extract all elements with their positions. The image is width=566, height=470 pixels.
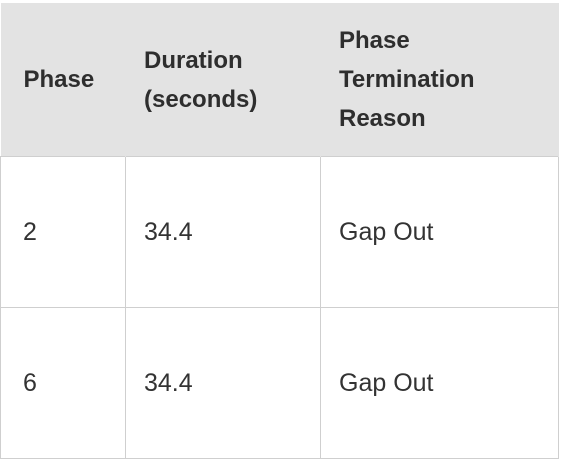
header-phase: Phase xyxy=(0,3,126,157)
cell-termination-reason: Gap Out xyxy=(320,156,559,308)
table-header: Phase Duration (seconds) Phase Terminati… xyxy=(0,3,559,157)
phase-table-container: Phase Duration (seconds) Phase Terminati… xyxy=(0,3,559,459)
cell-duration: 34.4 xyxy=(125,307,321,459)
table-row: 6 34.4 Gap Out xyxy=(0,307,559,459)
header-reason-line-1: Phase xyxy=(339,27,410,54)
cell-phase: 2 xyxy=(0,156,126,308)
header-duration: Duration (seconds) xyxy=(125,3,321,157)
header-row: Phase Duration (seconds) Phase Terminati… xyxy=(0,3,559,157)
header-termination-reason: Phase Termination Reason xyxy=(320,3,559,157)
cell-duration: 34.4 xyxy=(125,156,321,308)
header-duration-line-1: Duration xyxy=(144,46,243,74)
cell-termination-reason: Gap Out xyxy=(320,307,559,459)
header-duration-line-2: (seconds) xyxy=(144,85,258,113)
header-reason-line-2: Termination xyxy=(339,66,475,93)
table-body: 2 34.4 Gap Out 6 34.4 Gap Out xyxy=(0,156,559,459)
cell-phase: 6 xyxy=(0,307,126,459)
phase-table: Phase Duration (seconds) Phase Terminati… xyxy=(0,3,559,459)
header-phase-line-1: Phase xyxy=(23,66,95,93)
header-reason-line-3: Reason xyxy=(339,105,426,132)
table-row: 2 34.4 Gap Out xyxy=(0,156,559,308)
